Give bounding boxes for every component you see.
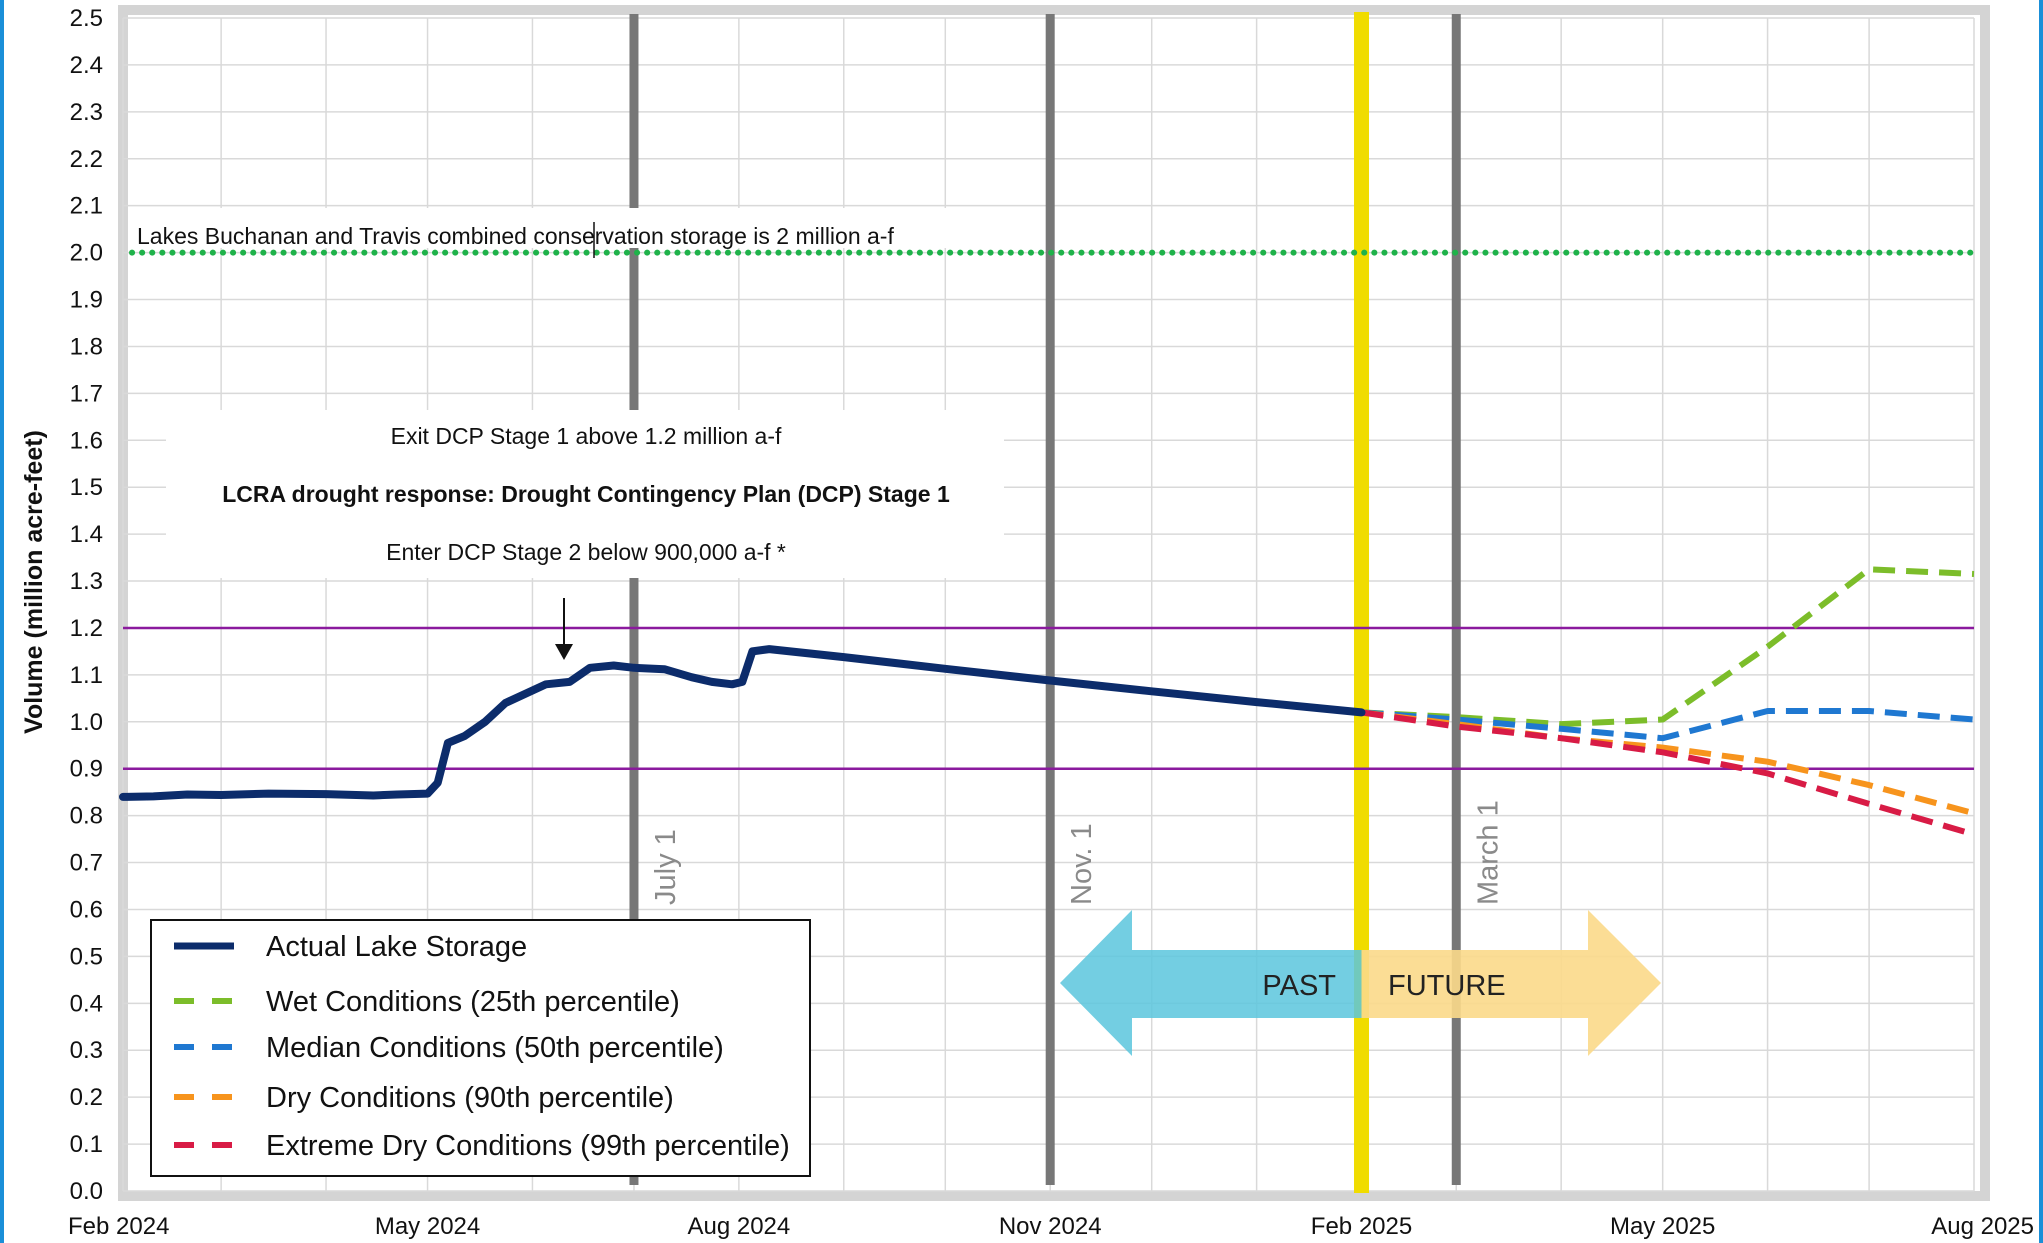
- date-marker-label: July 1: [650, 829, 682, 905]
- series-line: [119, 645, 1366, 801]
- y-tick-label: 1.1: [70, 662, 103, 689]
- x-tick-label: Feb 2024: [68, 1213, 169, 1240]
- y-tick-label: 0.1: [70, 1131, 103, 1158]
- conservation-label: Lakes Buchanan and Travis combined conse…: [137, 223, 894, 249]
- y-tick-label: 2.4: [70, 52, 103, 79]
- conservation-label-bg: [132, 208, 970, 248]
- y-tick-label: 1.8: [70, 333, 103, 360]
- y-tick-label: 1.9: [70, 287, 103, 314]
- y-tick-label: 1.2: [70, 615, 103, 642]
- y-tick-label: 0.7: [70, 850, 103, 877]
- legend-label: Dry Conditions (90th percentile): [266, 1082, 674, 1114]
- y-tick-label: 0.6: [70, 896, 103, 923]
- y-axis-label: Volume (million acre-feet): [20, 430, 48, 734]
- drought-response-label: LCRA drought response: Drought Contingen…: [222, 481, 950, 507]
- x-tick-label: May 2024: [375, 1213, 480, 1240]
- legend-box: [150, 919, 811, 1177]
- x-tick-label: Feb 2025: [1311, 1213, 1412, 1240]
- date-marker-label: March 1: [1472, 800, 1504, 905]
- past-label: PAST: [1262, 970, 1336, 1002]
- x-tick-label: Nov 2024: [999, 1213, 1102, 1240]
- pointer-arrowhead: [555, 644, 573, 660]
- y-tick-label: 1.3: [70, 568, 103, 595]
- exit-stage1-label: Exit DCP Stage 1 above 1.2 million a-f: [391, 423, 782, 449]
- y-tick-label: 0.4: [70, 990, 103, 1017]
- y-tick-label: 2.5: [70, 5, 103, 32]
- series-line: [1361, 708, 1975, 742]
- y-tick-label: 0.8: [70, 803, 103, 830]
- series-line: [1361, 709, 1975, 838]
- y-tick-label: 0.9: [70, 756, 103, 783]
- legend-label: Actual Lake Storage: [266, 931, 527, 963]
- dcp-annotation-box: [166, 410, 1004, 578]
- y-tick-label: 2.3: [70, 99, 103, 126]
- x-tick-label: Aug 2024: [687, 1213, 790, 1240]
- y-tick-label: 1.5: [70, 474, 103, 501]
- legend-label: Extreme Dry Conditions (99th percentile): [266, 1130, 790, 1162]
- series-line: [1361, 709, 1975, 817]
- future-label: FUTURE: [1388, 970, 1506, 1002]
- date-marker-label: Nov. 1: [1066, 823, 1098, 905]
- y-tick-label: 2.0: [70, 240, 103, 267]
- y-tick-label: 2.1: [70, 193, 103, 220]
- x-tick-label: Aug 2025: [1931, 1213, 2034, 1240]
- y-tick-label: 1.0: [70, 709, 103, 736]
- x-tick-label: May 2025: [1610, 1213, 1715, 1240]
- y-tick-label: 0.3: [70, 1037, 103, 1064]
- series-line: [1361, 566, 1975, 728]
- y-tick-label: 1.7: [70, 380, 103, 407]
- legend-label: Wet Conditions (25th percentile): [266, 986, 680, 1018]
- y-tick-label: 0.5: [70, 943, 103, 970]
- y-tick-label: 0.0: [70, 1178, 103, 1205]
- y-tick-label: 1.6: [70, 427, 103, 454]
- storage-chart: July 1 Nov. 1 March 1 Lakes Buchanan and T…: [20, 5, 2034, 1240]
- legend-label: Median Conditions (50th percentile): [266, 1032, 724, 1064]
- enter-stage2-label: Enter DCP Stage 2 below 900,000 a-f *: [386, 539, 786, 565]
- y-tick-label: 2.2: [70, 146, 103, 173]
- past-arrow: [1060, 910, 1362, 1056]
- y-tick-label: 1.4: [70, 521, 103, 548]
- future-arrow: [1361, 910, 1661, 1056]
- y-tick-label: 0.2: [70, 1084, 103, 1111]
